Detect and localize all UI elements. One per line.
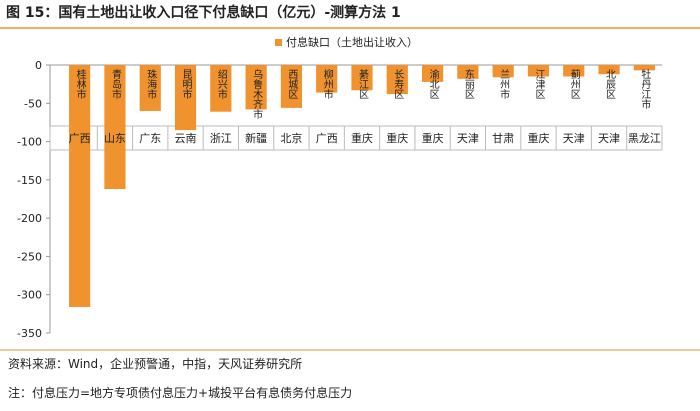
x-tick-label: 西城区 [286, 69, 298, 99]
region-label: 重庆 [422, 131, 444, 145]
region-label: 天津 [563, 132, 585, 145]
x-tick-label: 长寿区 [392, 69, 404, 99]
region-label: 重庆 [351, 131, 373, 145]
bar [69, 65, 91, 307]
region-label: 黑龙江 [628, 132, 661, 145]
bar [633, 65, 655, 71]
x-tick-label: 青岛市 [109, 68, 121, 100]
bar [245, 65, 267, 110]
x-tick-label: 渝北区 [427, 68, 439, 99]
bar [316, 65, 338, 93]
region-label: 广东 [139, 132, 161, 145]
x-tick-label: 乌鲁木齐市 [251, 68, 263, 120]
x-tick-label: 柳州市 [321, 68, 333, 100]
x-tick-label: 北辰区 [604, 69, 616, 99]
y-tick-label: -300 [17, 289, 42, 302]
x-tick-label: 珠海市 [145, 68, 157, 100]
x-tick-label: 东丽区 [462, 68, 474, 99]
region-label: 天津 [598, 132, 620, 145]
x-tick-label: 蓟州区 [568, 68, 580, 99]
region-label: 新疆 [245, 131, 267, 145]
note: 注：付息压力=地方专项债付息压力+城投平台有息债务付息压力 [8, 385, 352, 400]
y-tick-label: -150 [17, 174, 42, 187]
bar [351, 65, 373, 91]
region-label: 重庆 [527, 131, 549, 145]
x-tick-label: 桂林市 [74, 68, 86, 100]
bar [492, 65, 514, 78]
y-tick-label: -350 [17, 327, 42, 340]
bar [563, 65, 585, 77]
y-tick-label: -250 [17, 250, 42, 263]
bar [527, 65, 550, 77]
region-label: 重庆 [386, 131, 408, 145]
y-tick-label: -50 [24, 97, 42, 110]
x-tick-label: 牡丹江市 [639, 68, 651, 110]
region-label: 天津 [457, 132, 479, 145]
region-label: 浙江 [210, 132, 232, 145]
x-tick-label: 江津区 [533, 69, 545, 99]
source: 资料来源：Wind，企业预警通，中指，天风证券研究所 [8, 356, 302, 371]
x-tick-label: 兰州市 [498, 68, 510, 100]
x-tick-label: 綦江区 [357, 68, 369, 99]
y-tick-label: 0 [35, 59, 42, 72]
region-label: 广西 [316, 132, 338, 145]
x-tick-label: 昆明市 [180, 69, 192, 100]
legend-swatch [275, 39, 282, 46]
bar [174, 65, 197, 131]
region-label: 云南 [175, 132, 197, 145]
legend-label: 付息缺口（土地出让收入） [286, 35, 418, 49]
y-tick-label: -100 [17, 136, 42, 149]
bar [386, 65, 408, 95]
bar [598, 65, 620, 75]
x-tick-label: 绍兴市 [215, 68, 227, 100]
bar [139, 65, 161, 111]
region-label: 北京 [280, 131, 302, 145]
region-label: 广西 [69, 132, 91, 145]
region-label: 甘肃 [492, 132, 514, 145]
bar [422, 65, 444, 82]
bar [210, 65, 232, 112]
bar [104, 65, 126, 190]
bar [457, 65, 479, 79]
y-tick-label: -200 [17, 212, 42, 225]
chart-title: 图 15：国有土地出让收入口径下付息缺口（亿元）-测算方法 1 [6, 4, 401, 21]
bar [280, 65, 302, 108]
region-label: 山东 [104, 132, 126, 145]
